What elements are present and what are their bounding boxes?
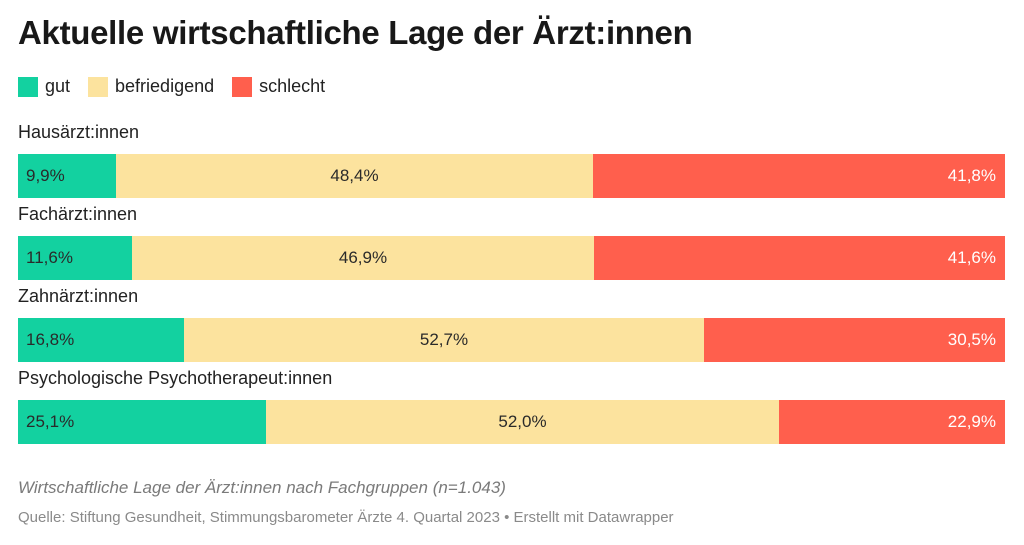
data-label: 16,8% bbox=[26, 330, 75, 349]
data-label: 46,9% bbox=[338, 248, 388, 267]
chart-subtitle: Wirtschaftliche Lage der Ärzt:innen nach… bbox=[18, 478, 506, 497]
bar-segment-gut: 11,6% bbox=[18, 236, 132, 280]
chart-row: Zahnärzt:innen 16,8% 52,7% 30,5% bbox=[18, 286, 1005, 368]
bar-segment-befriedigend: 48,4% bbox=[116, 154, 593, 198]
stacked-bar: 16,8% 52,7% 30,5% bbox=[18, 318, 1005, 362]
bar-segment-schlecht: 22,9% bbox=[779, 400, 1005, 444]
legend: gut befriedigend schlecht bbox=[18, 76, 343, 97]
chart-rows: Hausärzt:innen 9,9% 48,4% 41,8% Fachärzt:inn… bbox=[18, 122, 1005, 450]
chart-source: Quelle: Stiftung Gesundheit, Stimmungsba… bbox=[18, 509, 674, 526]
category-label: Hausärzt:innen bbox=[18, 122, 140, 142]
chart-row: Hausärzt:innen 9,9% 48,4% 41,8% bbox=[18, 122, 1005, 204]
bar-segment-gut: 25,1% bbox=[18, 400, 266, 444]
bar-segment-befriedigend: 52,0% bbox=[266, 400, 779, 444]
legend-label: schlecht bbox=[259, 76, 326, 96]
data-label: 52,0% bbox=[498, 412, 547, 431]
data-label: 25,1% bbox=[26, 412, 75, 431]
stacked-bar: 11,6% 46,9% 41,6% bbox=[18, 236, 1005, 280]
legend-item-gut: gut bbox=[18, 76, 70, 97]
data-label: 30,5% bbox=[947, 330, 996, 349]
legend-swatch-gut bbox=[18, 76, 38, 97]
bar-segment-schlecht: 30,5% bbox=[704, 318, 1005, 362]
data-label: 22,9% bbox=[947, 412, 996, 431]
legend-item-befriedigend: befriedigend bbox=[88, 76, 214, 97]
bar-segment-gut: 9,9% bbox=[18, 154, 116, 198]
category-label: Zahnärzt:innen bbox=[18, 286, 139, 306]
bar-segment-gut: 16,8% bbox=[18, 318, 184, 362]
data-label: 52,7% bbox=[419, 330, 469, 349]
chart-row: Psychologische Psychotherapeut:innen 25,1… bbox=[18, 368, 1005, 450]
data-label: 41,8% bbox=[947, 166, 996, 185]
legend-swatch-befriedigend bbox=[88, 76, 109, 97]
legend-label: gut bbox=[45, 76, 71, 96]
chart-title: Aktuelle wirtschaftliche Lage der Ärzt:i… bbox=[18, 14, 693, 51]
stacked-bar: 25,1% 52,0% 22,9% bbox=[18, 400, 1005, 444]
bar-segment-schlecht: 41,8% bbox=[593, 154, 1005, 198]
bar-segment-befriedigend: 46,9% bbox=[132, 236, 594, 280]
legend-item-schlecht: schlecht bbox=[232, 76, 325, 97]
data-label: 9,9% bbox=[26, 166, 65, 185]
stacked-bar: 9,9% 48,4% 41,8% bbox=[18, 154, 1005, 198]
bar-segment-befriedigend: 52,7% bbox=[184, 318, 704, 362]
data-label: 48,4% bbox=[330, 166, 379, 185]
data-label: 41,6% bbox=[947, 248, 996, 267]
category-label: Fachärzt:innen bbox=[18, 204, 138, 224]
legend-swatch-schlecht bbox=[232, 76, 253, 97]
legend-label: befriedigend bbox=[115, 76, 215, 96]
bar-segment-schlecht: 41,6% bbox=[594, 236, 1005, 280]
data-label: 11,6% bbox=[26, 248, 73, 267]
category-label: Psychologische Psychotherapeut:innen bbox=[18, 368, 333, 388]
chart-row: Fachärzt:innen 11,6% 46,9% 41,6% bbox=[18, 204, 1005, 286]
